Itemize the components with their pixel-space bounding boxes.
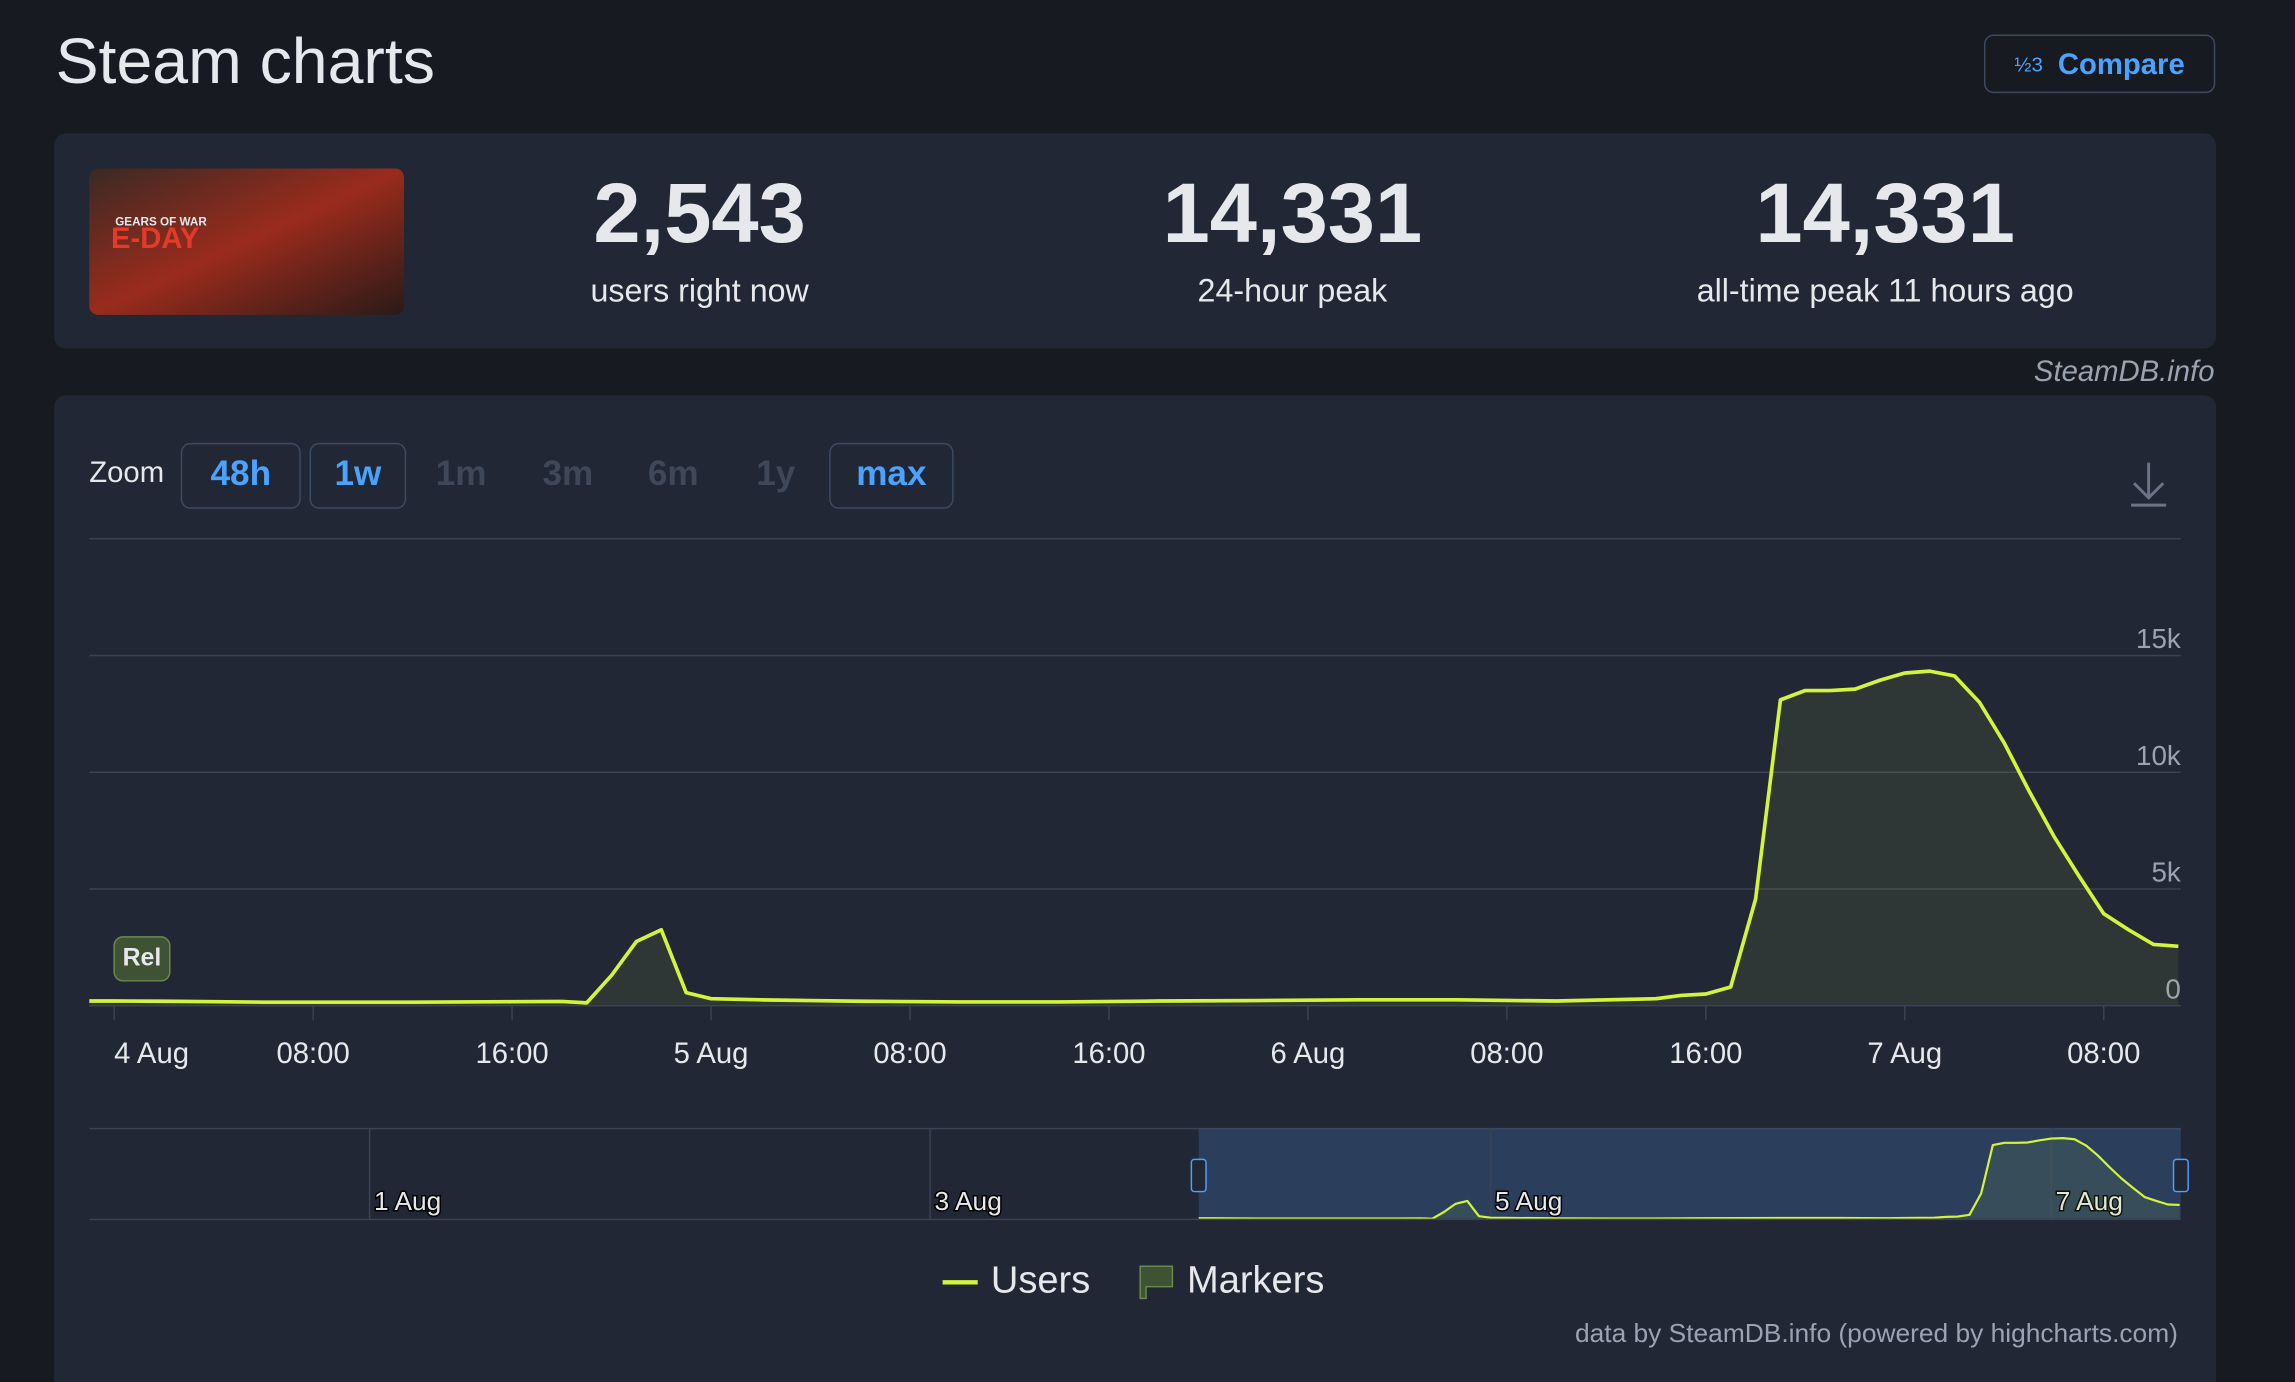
zoom-button[interactable] <box>309 442 407 509</box>
stat-label: users right now <box>590 272 809 308</box>
x-tick-label: 7 Aug <box>1867 1038 1942 1070</box>
stat-label: 24-hour peak <box>1198 272 1389 308</box>
game-image <box>89 168 404 315</box>
zoom-option[interactable]: 1w <box>334 454 382 493</box>
y-tick-label: 0 <box>2165 973 2180 1004</box>
x-tick-label: 16:00 <box>1072 1038 1145 1070</box>
navigator-label: 1 Aug <box>374 1186 441 1216</box>
x-tick-label: 08:00 <box>873 1038 946 1070</box>
zoom-button[interactable] <box>829 442 954 509</box>
navigator-line-area <box>1198 1138 2180 1220</box>
stat-value: 14,331 <box>1163 165 1423 260</box>
navigator-label: 3 Aug <box>934 1186 1001 1216</box>
compare-label[interactable]: Compare <box>2058 49 2185 81</box>
zoom-option[interactable]: 48h <box>211 454 271 493</box>
stat-value: 2,543 <box>593 165 805 260</box>
zoom-option[interactable]: max <box>856 454 927 493</box>
zoom-option[interactable]: 1y <box>756 454 796 493</box>
navigator-handle[interactable] <box>2172 1158 2189 1193</box>
x-tick-label: 6 Aug <box>1270 1038 1345 1070</box>
x-tick-label: 16:00 <box>1669 1038 1742 1070</box>
navigator-handle[interactable] <box>1190 1158 1207 1193</box>
legend-label[interactable]: Users <box>991 1259 1090 1301</box>
series-line <box>89 669 2179 1005</box>
x-tick-label: 08:00 <box>276 1038 349 1070</box>
page-title: Steam charts <box>56 25 435 97</box>
zoom-option[interactable]: 6m <box>648 454 699 493</box>
stat-label: all-time peak 11 hours ago <box>1697 272 2074 308</box>
x-tick-label: 16:00 <box>475 1038 548 1070</box>
x-tick-label: 08:00 <box>1470 1038 1543 1070</box>
zoom-label: Zoom <box>89 457 164 489</box>
legend-label[interactable]: Markers <box>1187 1259 1324 1301</box>
zoom-option[interactable]: 3m <box>543 454 594 493</box>
navigator-line <box>1198 1136 2180 1220</box>
y-tick-label: 10k <box>2136 740 2181 771</box>
compare-icon: ½3 <box>2014 53 2042 76</box>
navigator-label: 5 Aug <box>1495 1186 1562 1216</box>
legend-marker-icon <box>1139 1265 1174 1300</box>
credit: data by SteamDB.info (powered by highcha… <box>1575 1318 2178 1348</box>
game-brand: GEARS OF WAR <box>115 216 207 229</box>
x-tick-label: 08:00 <box>2067 1038 2140 1070</box>
zoom-option[interactable]: 1m <box>436 454 487 493</box>
x-tick-label: 4 Aug <box>114 1038 189 1070</box>
zoom-button[interactable] <box>180 442 301 509</box>
download-icon[interactable] <box>2131 462 2167 507</box>
y-tick-label: 15k <box>2136 623 2181 654</box>
game-name: E-DAY <box>111 223 200 255</box>
navigator-label: 7 Aug <box>2056 1186 2123 1216</box>
marker-flag <box>113 936 171 982</box>
series-line-area <box>89 671 2179 1006</box>
source-label: SteamDB.info <box>2034 356 2215 388</box>
stat-value: 14,331 <box>1755 165 2015 260</box>
stats-panel <box>54 133 2216 349</box>
y-tick-label: 5k <box>2151 857 2180 888</box>
compare-button[interactable] <box>1983 34 2216 94</box>
marker-label: Rel <box>123 943 162 971</box>
x-tick-label: 5 Aug <box>674 1038 749 1070</box>
